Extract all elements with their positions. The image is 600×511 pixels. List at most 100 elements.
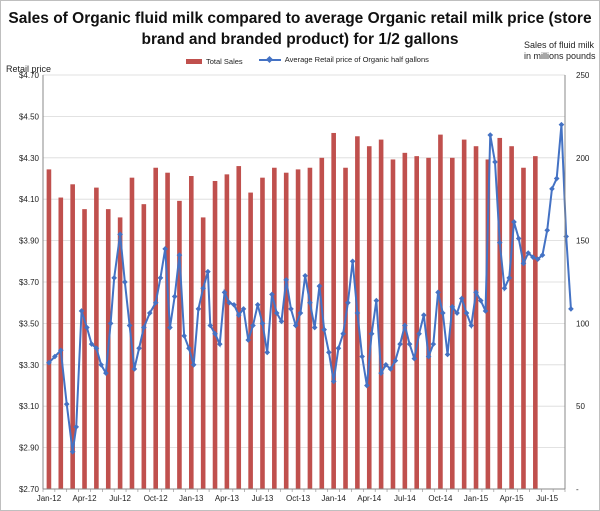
- line-point: [492, 159, 498, 165]
- y-left-tick: $3.90: [19, 237, 40, 246]
- line-point: [73, 424, 80, 430]
- line-point: [141, 324, 147, 331]
- y-right-tick: -: [576, 485, 579, 494]
- y-right-tick: 50: [576, 402, 585, 411]
- line-point: [297, 310, 304, 316]
- line-point: [487, 132, 494, 138]
- legend-label-total-sales: Total Sales: [206, 56, 243, 66]
- x-tick: Jul-12: [109, 494, 131, 503]
- line-point: [515, 235, 522, 242]
- x-tick-labels: Jan-12 Apr-12 Jul-12 Oct-12 Jan-13 Apr-13 Jul-…: [37, 494, 559, 503]
- bar: [153, 167, 159, 489]
- line-point: [146, 310, 153, 316]
- x-tick: Jan-12: [37, 494, 62, 503]
- bar: [46, 169, 52, 489]
- line-point: [340, 330, 346, 337]
- bar: [319, 157, 325, 490]
- chart-title: Sales of Organic fluid milk compared to …: [8, 10, 592, 48]
- bar: [343, 167, 348, 489]
- line-point: [200, 285, 206, 292]
- bar: [438, 134, 443, 489]
- line-point: [435, 289, 441, 296]
- x-tick: Apr-15: [500, 494, 525, 503]
- line-point: [176, 252, 183, 258]
- line-point: [364, 382, 370, 389]
- y-right-tick: 200: [576, 154, 590, 163]
- y-left-tick: $2.70: [19, 485, 40, 494]
- bar: [533, 156, 538, 490]
- line-point: [157, 275, 164, 281]
- bar: [260, 177, 265, 489]
- line-point: [307, 299, 313, 306]
- bar: [117, 217, 123, 489]
- y-left-tick: $3.30: [19, 361, 40, 370]
- line-point: [152, 299, 159, 306]
- line-point: [78, 308, 85, 314]
- line-point: [226, 299, 233, 306]
- x-tick: Apr-14: [357, 494, 382, 503]
- line-point: [207, 322, 214, 329]
- y-right-tick: 250: [576, 71, 590, 80]
- line-point: [221, 289, 228, 296]
- y-left-tick: $4.50: [19, 112, 40, 121]
- line-point: [425, 353, 432, 360]
- line-point: [316, 283, 323, 289]
- line-point: [326, 349, 332, 356]
- line-point: [186, 345, 192, 352]
- legend-label-price: Average Retail price of Organic half gal…: [284, 55, 429, 64]
- legend-swatch-line: [258, 56, 281, 64]
- bar: [331, 132, 336, 489]
- x-tick: Jan-15: [464, 494, 489, 503]
- line-point: [335, 345, 342, 352]
- bar: [390, 159, 396, 489]
- line-point: [511, 219, 517, 225]
- line-point: [444, 351, 451, 358]
- line-point: [553, 175, 560, 182]
- x-tick: Oct-14: [428, 494, 453, 503]
- x-tick: Jul-13: [252, 494, 274, 503]
- line-point: [205, 268, 211, 275]
- bar: [485, 159, 491, 489]
- line-point: [190, 361, 197, 368]
- line-point: [506, 275, 513, 281]
- x-tick: Jan-13: [179, 494, 204, 503]
- line-point: [269, 291, 275, 298]
- line-point: [558, 121, 565, 128]
- bar: [272, 167, 277, 489]
- bar: [497, 137, 503, 490]
- y-left-tick-labels: $2.70 $2.90 $3.10 $3.30 $3.50 $3.70 $3.90 $4.10…: [19, 71, 40, 494]
- legend-item-price: Average Retail price of Organic half gal…: [258, 55, 429, 64]
- legend-item-total-sales: Total Sales: [186, 57, 243, 66]
- line-point: [131, 366, 138, 372]
- bar: [141, 204, 147, 489]
- bar: [473, 146, 479, 489]
- line-point: [69, 448, 76, 455]
- y-left-tick: $4.10: [19, 195, 40, 204]
- bar: [165, 172, 170, 490]
- line-point: [397, 341, 403, 347]
- bar: [58, 197, 64, 489]
- axes: [42, 75, 566, 492]
- line-point: [477, 297, 484, 304]
- x-tick: Jul-15: [536, 494, 558, 503]
- line-point: [454, 310, 460, 316]
- line-point: [302, 272, 309, 279]
- bar: [295, 169, 301, 489]
- bar: [378, 139, 384, 490]
- line-point: [463, 310, 470, 316]
- bar: [402, 152, 408, 489]
- line-point: [330, 378, 337, 385]
- line-point: [167, 324, 173, 331]
- line-point: [162, 246, 169, 252]
- line-point: [482, 308, 489, 314]
- bar: [224, 174, 230, 490]
- line-point: [250, 322, 256, 329]
- line-point: [216, 341, 223, 347]
- line-point: [458, 295, 465, 302]
- line-point: [288, 306, 294, 312]
- bar: [521, 167, 526, 489]
- line-point: [273, 310, 280, 316]
- chart-legend: Total Sales Average Retail price of Orga…: [186, 55, 443, 66]
- bar: [509, 146, 514, 489]
